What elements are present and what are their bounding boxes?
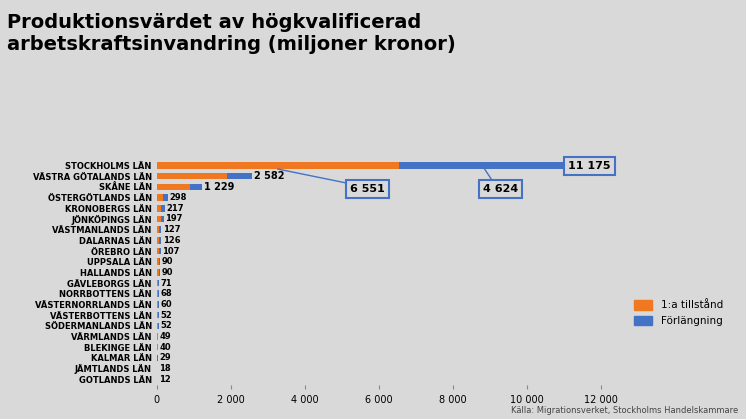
Text: 40: 40 [160, 343, 172, 352]
Bar [159, 259, 160, 265]
Text: 49: 49 [160, 332, 172, 341]
Bar [227, 173, 252, 179]
Bar [157, 259, 159, 265]
Bar [157, 163, 399, 169]
Text: 1 229: 1 229 [204, 182, 235, 192]
Text: 52: 52 [160, 310, 172, 320]
Bar [157, 323, 159, 329]
Bar [157, 248, 159, 254]
Bar [158, 290, 159, 297]
Bar [157, 226, 160, 233]
Bar [159, 248, 160, 254]
Text: 90: 90 [161, 268, 173, 277]
Text: 29: 29 [159, 353, 171, 362]
Text: 107: 107 [162, 246, 180, 256]
Text: 11 175: 11 175 [568, 160, 611, 171]
Bar [160, 216, 164, 222]
Bar [160, 226, 161, 233]
Bar [160, 237, 161, 243]
Text: 18: 18 [159, 364, 170, 373]
Text: 126: 126 [163, 236, 181, 245]
Bar [399, 163, 570, 169]
Bar [157, 280, 158, 286]
Text: Produktionsvärdet av högkvalificerad
arbetskraftsinvandring (miljoner kronor): Produktionsvärdet av högkvalificerad arb… [7, 13, 457, 54]
Bar [158, 280, 160, 286]
Bar [157, 269, 158, 276]
Text: 6 551: 6 551 [350, 184, 385, 194]
Bar [163, 194, 168, 201]
Text: 68: 68 [160, 289, 172, 298]
Text: 71: 71 [161, 279, 172, 287]
Bar [161, 205, 165, 212]
Bar [190, 184, 202, 190]
Text: 298: 298 [169, 193, 186, 202]
Bar [157, 301, 158, 308]
Text: 217: 217 [166, 204, 184, 213]
Bar [157, 194, 163, 201]
Text: 2 582: 2 582 [254, 171, 285, 181]
Bar [157, 205, 161, 212]
Legend: 1:a tillstånd, Förlängning: 1:a tillstånd, Förlängning [633, 300, 723, 326]
Text: 90: 90 [161, 257, 173, 266]
Text: 127: 127 [163, 225, 181, 234]
Bar [157, 173, 227, 179]
Text: 12: 12 [159, 375, 170, 383]
Bar [157, 237, 160, 243]
Bar [157, 312, 159, 318]
Text: Källa: Migrationsverket, Stockholms Handelskammare: Källa: Migrationsverket, Stockholms Hand… [511, 406, 739, 415]
Bar [158, 269, 160, 276]
Bar [158, 301, 159, 308]
Text: 52: 52 [160, 321, 172, 330]
Bar [157, 184, 190, 190]
Text: 4 624: 4 624 [483, 184, 518, 194]
Bar [157, 216, 160, 222]
Bar [157, 290, 158, 297]
Text: 197: 197 [166, 215, 183, 223]
Text: 60: 60 [160, 300, 172, 309]
